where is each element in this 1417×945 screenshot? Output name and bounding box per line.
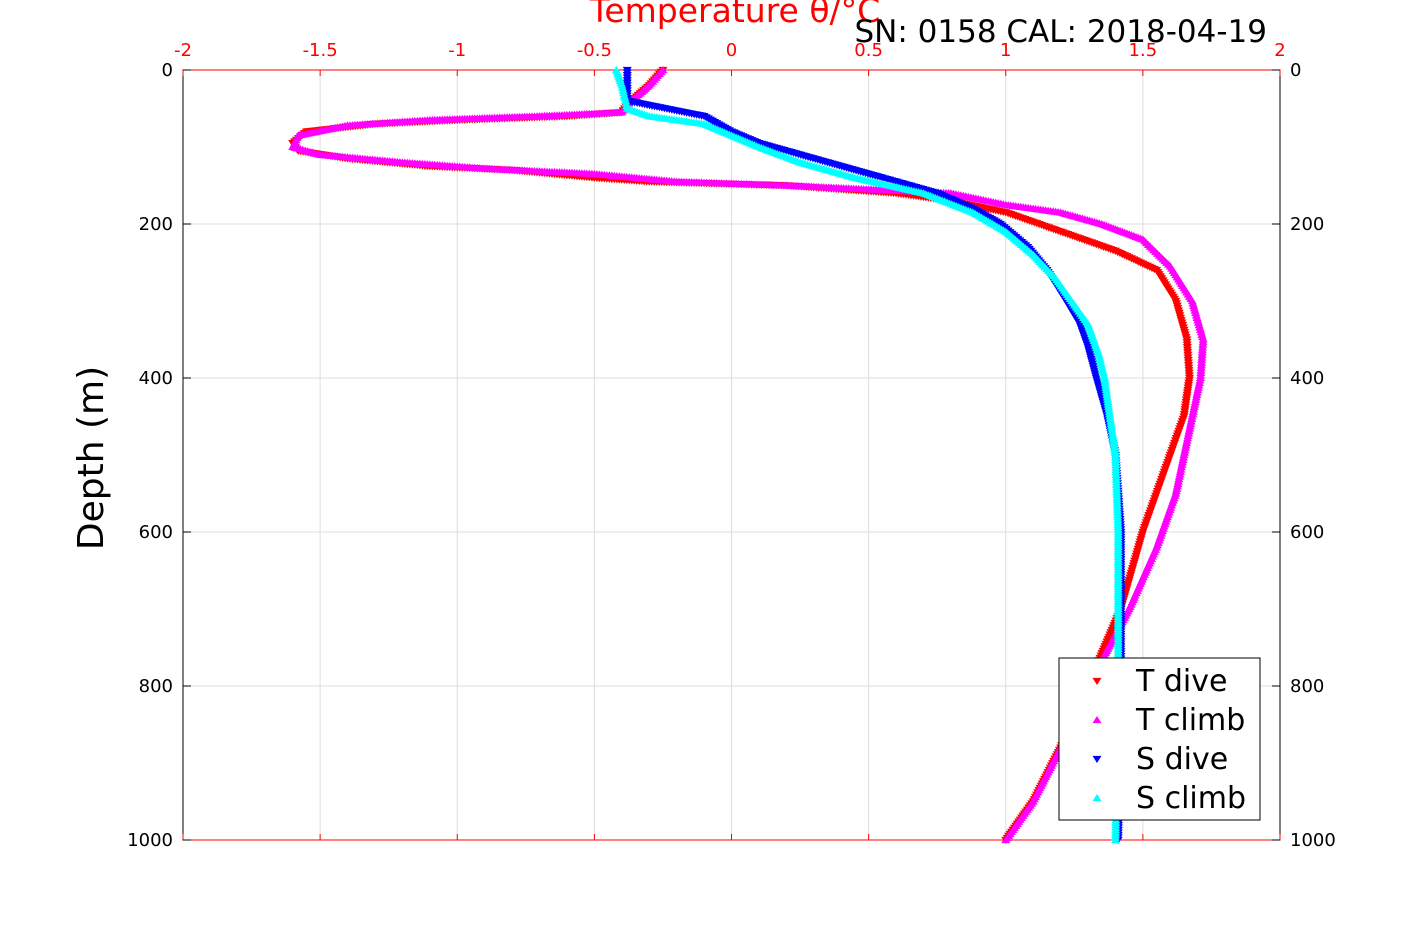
legend: T dive T climb S dive S climb — [1058, 657, 1261, 821]
chart-title: Temperature θ/°C — [589, 0, 880, 30]
legend-marker — [1092, 793, 1102, 802]
y-tick-label-left: 600 — [139, 522, 173, 543]
y-tick-label-right: 1000 — [1290, 830, 1336, 851]
y-tick-label-left: 1000 — [127, 830, 173, 851]
x-tick-label: 1 — [1000, 40, 1011, 61]
legend-label: T climb — [1135, 703, 1245, 738]
x-tick-label: -1.5 — [303, 40, 338, 61]
series-t-climb — [288, 65, 1208, 844]
legend-marker — [1092, 677, 1102, 686]
y-tick-label-left: 200 — [139, 214, 173, 235]
x-tick-label: -1 — [448, 40, 466, 61]
legend-marker — [1092, 715, 1102, 724]
y-tick-label-right: 0 — [1290, 60, 1301, 81]
y-tick-label-right: 400 — [1290, 368, 1324, 389]
legend-label: S climb — [1136, 781, 1246, 816]
y-axis-label: Depth (m) — [71, 366, 112, 550]
data-point — [1110, 835, 1120, 844]
y-tick-label-left: 400 — [139, 368, 173, 389]
data-marks — [288, 65, 1208, 845]
legend-box — [1058, 657, 1261, 821]
legend-marker — [1092, 755, 1102, 764]
y-tick-label-right: 600 — [1290, 522, 1324, 543]
series-s-climb — [611, 65, 1123, 844]
y-axis-ticks: 0 0 200 200 400 400 600 600 800 800 1000 1000 — [127, 60, 1336, 851]
y-tick-label-right: 200 — [1290, 214, 1324, 235]
legend-label: T dive — [1135, 664, 1227, 699]
x-tick-label: -2 — [174, 40, 192, 61]
y-tick-label-right: 800 — [1290, 676, 1324, 697]
data-point — [1001, 835, 1011, 844]
chart-subtitle: SN: 0158 CAL: 2018-04-19 — [855, 14, 1268, 50]
x-tick-label: 2 — [1274, 40, 1285, 61]
legend-label: S dive — [1136, 742, 1228, 777]
x-tick-label: 0.5 — [854, 40, 883, 61]
x-axis-ticks: -2 -1.5 -1 -0.5 0 0.5 1 1.5 2 — [174, 40, 1286, 840]
x-tick-label: 1.5 — [1129, 40, 1158, 61]
y-tick-label-left: 0 — [162, 60, 173, 81]
x-tick-label: 0 — [726, 40, 737, 61]
y-tick-label-left: 800 — [139, 676, 173, 697]
x-tick-label: -0.5 — [577, 40, 612, 61]
